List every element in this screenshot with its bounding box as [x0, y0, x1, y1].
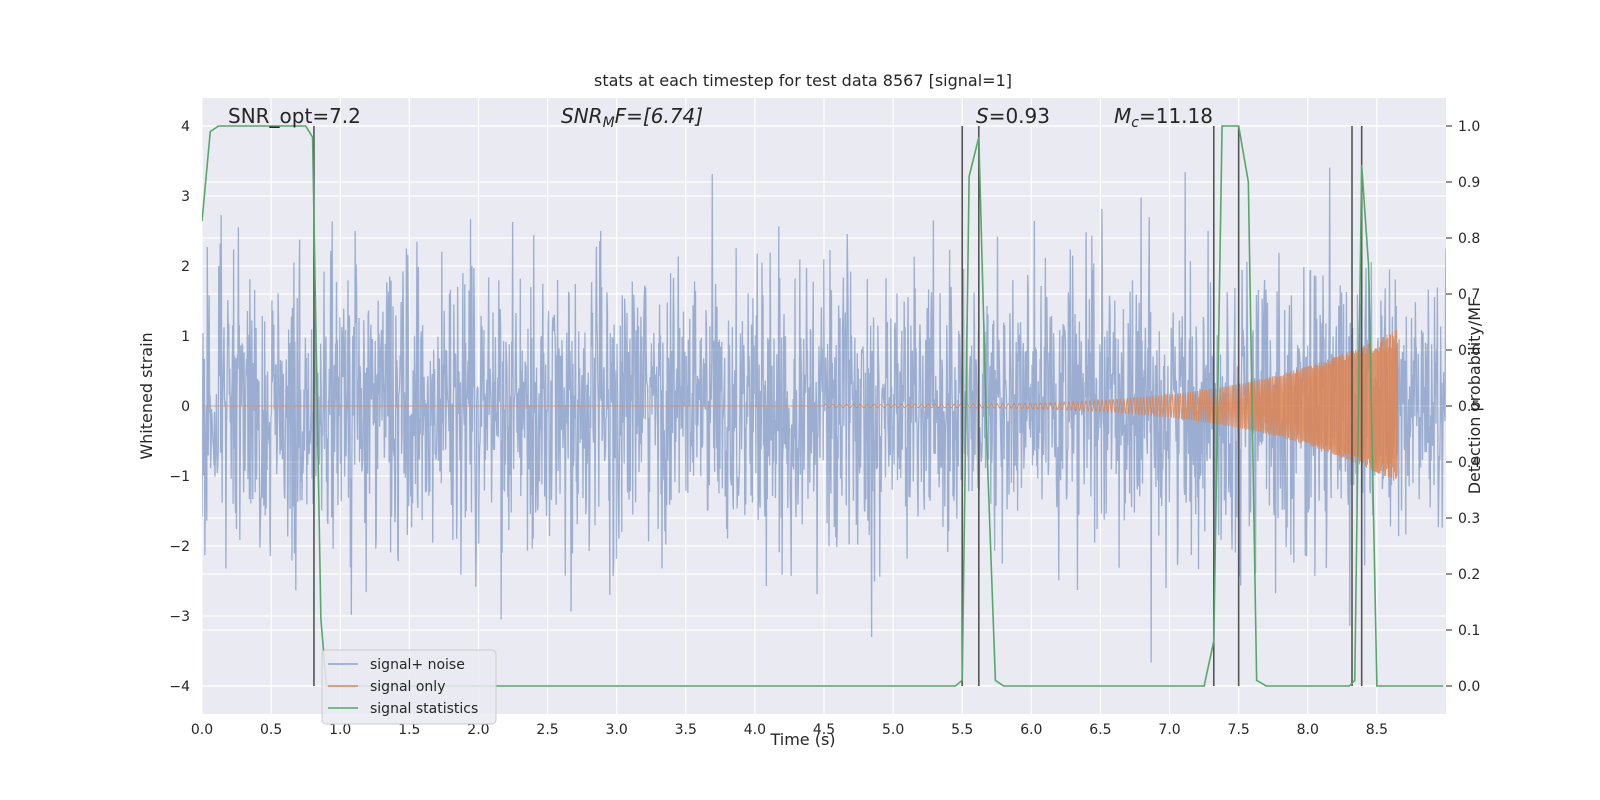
x-tick-0: 0.0 — [191, 722, 213, 738]
x-tick-2: 1.0 — [329, 722, 351, 738]
x-tick-1: 0.5 — [260, 722, 282, 738]
legend-label-noise: signal+ noise — [370, 657, 465, 673]
annotation-mc: Mc=11.18 — [1114, 104, 1213, 131]
annotation-snr-mf-suffix: F=[6.74] — [615, 104, 703, 128]
x-tick-12: 6.0 — [1020, 722, 1042, 738]
annotation-snr-opt: SNR_opt=7.2 — [228, 104, 361, 128]
annotation-mc-var: M — [1114, 104, 1131, 128]
x-tick-labels: 0.0 0.5 1.0 1.5 2.0 2.5 3.0 3.5 4.0 4.5 5.0 5.5 6.0 6… — [191, 722, 1388, 738]
y-right-tick-2: 0.8 — [1458, 231, 1480, 247]
y-right-tick-8: 0.2 — [1458, 567, 1480, 583]
x-tick-3: 1.5 — [398, 722, 420, 738]
y-tick-5: −1 — [169, 469, 190, 485]
y-tick-0: 4 — [181, 119, 190, 135]
y-tick-8: −4 — [169, 679, 190, 695]
x-tick-8: 4.0 — [744, 722, 766, 738]
y-right-tick-0: 1.0 — [1458, 119, 1480, 135]
y-axis-label: Whitened strain — [137, 332, 156, 459]
annotation-s: S=0.93 — [976, 104, 1050, 128]
x-axis-label: Time (s) — [769, 730, 835, 749]
y-right-tick-10: 0.0 — [1458, 679, 1480, 695]
annotation-snr-mf: SNRMF=[6.74] — [561, 104, 703, 131]
legend-box — [321, 649, 497, 725]
x-tick-6: 3.0 — [606, 722, 628, 738]
y-right-tick-3: 0.7 — [1458, 287, 1480, 303]
x-tick-4: 2.0 — [467, 722, 489, 738]
series-signal-only — [202, 329, 1399, 481]
annotation-s-var: S — [976, 104, 989, 128]
legend: signal+ noise signal only signal statist… — [321, 649, 497, 725]
legend-label-signal: signal only — [370, 679, 445, 695]
y-right-tick-1: 0.9 — [1458, 175, 1480, 191]
y-right-tick-9: 0.1 — [1458, 623, 1480, 639]
y-tick-labels: 4 3 2 1 0 −1 −2 −3 −4 — [169, 119, 190, 695]
x-tick-17: 8.5 — [1366, 722, 1388, 738]
x-tick-11: 5.5 — [951, 722, 973, 738]
series-signal-statistics — [202, 125, 1444, 687]
y-right-axis-label: Detection probability/MF — [1465, 298, 1484, 495]
y-right-tick-6: 0.4 — [1458, 455, 1480, 471]
x-tick-13: 6.5 — [1089, 722, 1111, 738]
annotation-snr-mf-sub: M — [603, 115, 615, 131]
x-tick-9: 4.5 — [813, 722, 835, 738]
y-tick-2: 2 — [181, 259, 190, 275]
y-right-tick-4: 0.6 — [1458, 343, 1480, 359]
y-right-tick-7: 0.3 — [1458, 511, 1480, 527]
y-tick-7: −3 — [169, 609, 190, 625]
x-tick-16: 8.0 — [1297, 722, 1319, 738]
x-tick-5: 2.5 — [536, 722, 558, 738]
chart-title: stats at each timestep for test data 856… — [594, 71, 1012, 90]
x-tick-7: 3.5 — [675, 722, 697, 738]
x-tick-10: 5.0 — [882, 722, 904, 738]
y-right-tick-labels: 1.0 0.9 0.8 0.7 0.6 0.5 0.4 0.3 0.2 0.1 0.0 — [1446, 119, 1480, 695]
x-tick-15: 7.5 — [1228, 722, 1250, 738]
y-tick-4: 0 — [181, 399, 190, 415]
annotation-mc-sub: c — [1131, 115, 1139, 131]
annotation-snr-mf-prefix: SNR — [561, 104, 603, 128]
y-tick-3: 1 — [181, 329, 190, 345]
y-tick-6: −2 — [169, 539, 190, 555]
plot-area — [202, 125, 1446, 687]
annotation-mc-value: =11.18 — [1139, 104, 1213, 128]
y-tick-1: 3 — [181, 189, 190, 205]
y-right-tick-5: 0.5 — [1458, 399, 1480, 415]
x-tick-14: 7.0 — [1158, 722, 1180, 738]
annotation-s-value: =0.93 — [989, 104, 1050, 128]
legend-label-statistics: signal statistics — [370, 701, 478, 717]
